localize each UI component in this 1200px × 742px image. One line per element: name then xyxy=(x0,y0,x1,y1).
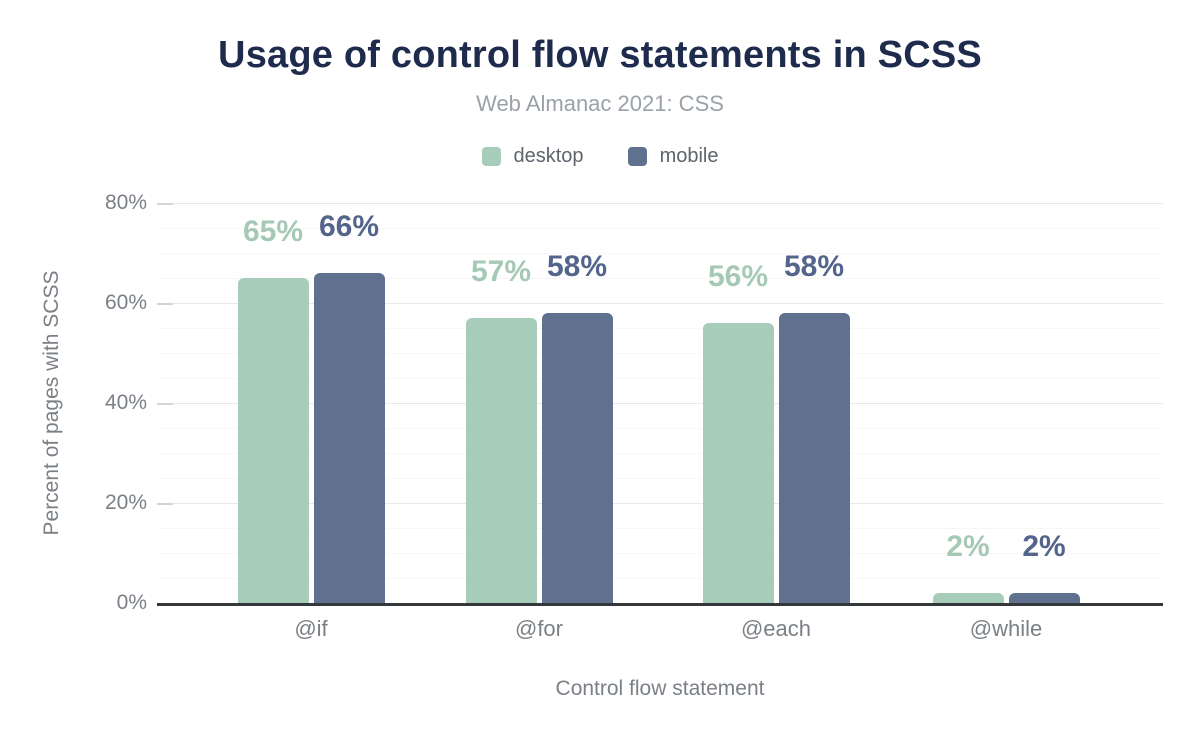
gridline-minor xyxy=(157,428,1163,429)
bar-mobile-each[interactable] xyxy=(779,313,850,603)
plot-area: 65% 57% 56% 2% 66% 58% 58% 2% xyxy=(157,203,1163,603)
gridline-minor xyxy=(157,253,1163,254)
value-label-mobile-for: 58% xyxy=(546,250,608,283)
value-label-mobile-if: 66% xyxy=(318,210,380,243)
bar-desktop-while[interactable] xyxy=(933,593,1004,603)
value-label-mobile-each: 58% xyxy=(783,250,845,283)
x-axis-title: Control flow statement xyxy=(555,677,765,700)
y-tick-mark xyxy=(157,403,173,405)
gridline-major xyxy=(157,303,1163,304)
value-label-desktop-for: 57% xyxy=(470,255,532,288)
gridline-major xyxy=(157,403,1163,404)
legend-label: desktop xyxy=(513,145,584,167)
bar-desktop-each[interactable] xyxy=(703,323,774,603)
gridline-minor xyxy=(157,353,1163,354)
gridline-minor xyxy=(157,578,1163,579)
y-tick-label: 0% xyxy=(116,591,147,614)
gridline-major xyxy=(157,203,1163,204)
x-tick-label-if: @if xyxy=(294,616,328,641)
y-tick-label: 60% xyxy=(104,291,147,314)
gridline-minor xyxy=(157,378,1163,379)
bar-mobile-if[interactable] xyxy=(314,273,385,603)
gridline-minor xyxy=(157,278,1163,279)
gridline-minor xyxy=(157,328,1163,329)
gridline-minor xyxy=(157,228,1163,229)
chart-subtitle: Web Almanac 2021: CSS xyxy=(476,91,724,116)
x-tick-label-each: @each xyxy=(740,616,812,641)
gridline-minor xyxy=(157,528,1163,529)
x-tick-label-for: @for xyxy=(514,616,563,641)
gridline-minor xyxy=(157,478,1163,479)
bar-mobile-for[interactable] xyxy=(542,313,613,603)
chart-title: Usage of control flow statements in SCSS xyxy=(218,34,982,76)
gridline-minor xyxy=(157,553,1163,554)
legend-swatch-mobile xyxy=(627,147,647,166)
gridline-major xyxy=(157,503,1163,504)
legend-item-mobile[interactable]: mobile xyxy=(627,145,719,168)
bar-mobile-while[interactable] xyxy=(1009,593,1080,603)
bar-desktop-if[interactable] xyxy=(238,278,309,603)
bar-desktop-for[interactable] xyxy=(466,318,537,603)
value-label-desktop-each: 56% xyxy=(707,260,769,293)
y-tick-label: 20% xyxy=(104,491,147,514)
y-tick-label: 40% xyxy=(104,391,147,414)
y-tick-label: 80% xyxy=(104,191,147,214)
legend: desktop mobile xyxy=(0,145,1200,168)
value-label-desktop-if: 65% xyxy=(242,215,304,248)
legend-swatch-desktop xyxy=(481,147,501,166)
legend-label: mobile xyxy=(659,145,719,167)
y-tick-mark xyxy=(157,303,173,305)
legend-item-desktop[interactable]: desktop xyxy=(481,145,584,168)
x-tick-label-while: @while xyxy=(969,616,1043,641)
value-label-mobile-while: 2% xyxy=(1022,530,1066,563)
x-axis-line xyxy=(157,603,1163,606)
gridline-minor xyxy=(157,453,1163,454)
y-tick-mark xyxy=(157,203,173,205)
value-label-desktop-while: 2% xyxy=(946,530,990,563)
y-tick-mark xyxy=(157,503,173,505)
